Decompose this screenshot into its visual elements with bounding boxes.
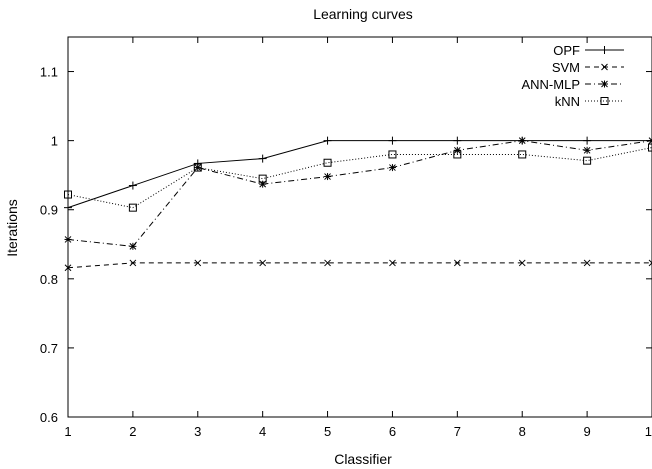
legend-label-svm: SVM	[552, 60, 580, 75]
point-svm-2	[129, 259, 137, 267]
point-ann-mlp-10	[648, 137, 652, 145]
series-line-svm	[67, 262, 652, 269]
point-ann-mlp-2	[129, 242, 137, 250]
point-ann-mlp-9	[583, 146, 591, 154]
y-tick-label-0-6: 0.6	[40, 410, 58, 425]
point-knn-9	[583, 156, 592, 165]
point-knn-8	[518, 150, 527, 159]
legend-marker-ann-mlp	[601, 80, 608, 88]
point-svm-8	[518, 259, 526, 267]
legend: OPF SVM ANN-MLP kNN	[521, 43, 624, 109]
legend-label-ann-mlp: ANN-MLP	[521, 77, 580, 92]
point-knn-2	[128, 203, 137, 212]
legend-label-opf: OPF	[553, 43, 580, 58]
x-tick-label-10: 10	[645, 424, 652, 439]
y-axis-label: Iterations	[4, 199, 20, 257]
point-ann-mlp-7	[453, 146, 461, 154]
point-opf-6	[388, 136, 397, 145]
point-svm-3	[194, 259, 202, 267]
point-svm-10	[648, 259, 652, 267]
y-tick-label-0-7: 0.7	[40, 341, 58, 356]
x-tick-label-6: 6	[389, 424, 396, 439]
series-line-ann-mlp	[67, 140, 652, 247]
series-line-opf	[67, 140, 652, 209]
y-tick-label-0-9: 0.9	[40, 203, 58, 218]
x-tick-label-3: 3	[194, 424, 201, 439]
x-tick-label-2: 2	[129, 424, 136, 439]
point-knn-3	[193, 163, 202, 172]
x-tick-label-5: 5	[324, 424, 331, 439]
point-svm-4	[259, 259, 267, 267]
x-tick-label-8: 8	[519, 424, 526, 439]
legend-marker-knn	[600, 97, 609, 105]
point-ann-mlp-6	[388, 164, 396, 172]
point-svm-7	[453, 259, 461, 267]
legend-marker-opf	[600, 46, 609, 54]
point-knn-5	[323, 158, 332, 167]
plot-frame	[67, 36, 652, 418]
x-axis-label: Classifier	[334, 451, 392, 467]
point-opf-9	[583, 136, 592, 145]
point-ann-mlp-3	[194, 164, 202, 172]
series-lines	[64, 136, 652, 272]
legend-label-knn: kNN	[555, 94, 580, 109]
point-ann-mlp-8	[518, 137, 526, 145]
point-knn-10	[648, 143, 652, 152]
point-opf-5	[323, 136, 332, 145]
point-svm-9	[583, 259, 591, 267]
point-opf-4	[258, 154, 267, 163]
point-ann-mlp-5	[324, 173, 332, 181]
point-knn-6	[388, 150, 397, 159]
chart-title: Learning curves	[313, 6, 413, 22]
point-knn-7	[453, 150, 462, 159]
y-tick-label-1: 1	[51, 134, 58, 149]
point-svm-6	[389, 259, 396, 267]
point-opf-2	[128, 181, 137, 190]
x-tick-label-1: 1	[64, 424, 71, 439]
point-opf-7	[453, 136, 462, 145]
legend-marker-svm	[601, 63, 608, 71]
point-svm-5	[324, 259, 331, 267]
x-tick-label-7: 7	[454, 424, 461, 439]
y-tick-label-1-1: 1.1	[40, 65, 58, 80]
x-tick-label-4: 4	[259, 424, 266, 439]
y-tick-label-0-8: 0.8	[40, 272, 58, 287]
x-tick-label-9: 9	[583, 424, 590, 439]
point-knn-4	[258, 174, 267, 183]
